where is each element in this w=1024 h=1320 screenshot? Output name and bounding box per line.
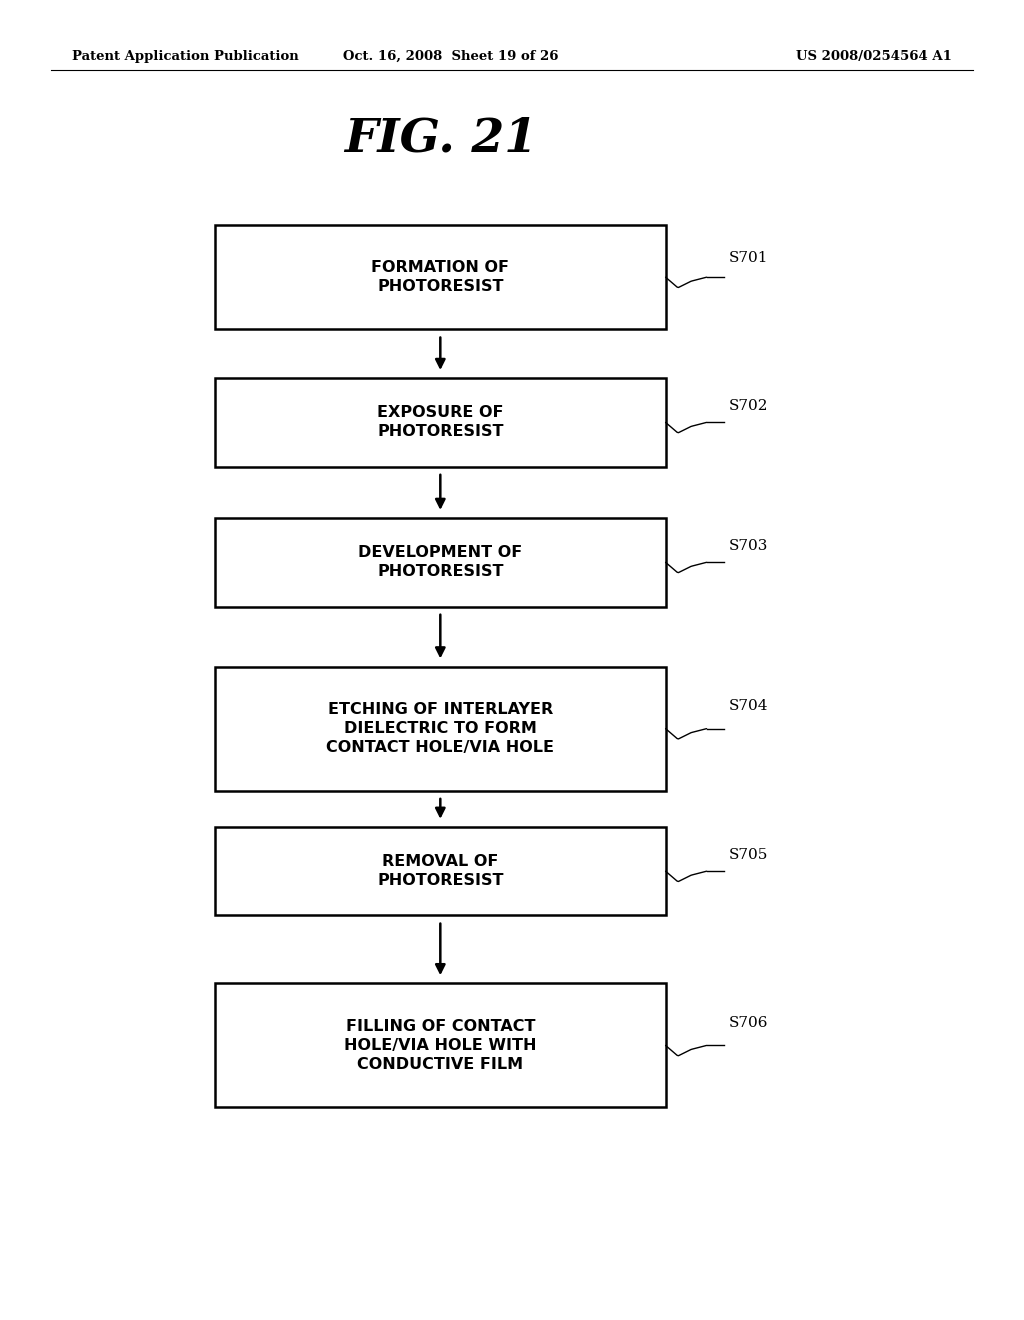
Text: S704: S704 (729, 700, 769, 713)
Text: S705: S705 (729, 849, 768, 862)
Bar (215, 667, 666, 791)
Text: FIG. 21: FIG. 21 (344, 116, 537, 161)
Text: S701: S701 (729, 251, 769, 265)
Text: ETCHING OF INTERLAYER
DIELECTRIC TO FORM
CONTACT HOLE/VIA HOLE: ETCHING OF INTERLAYER DIELECTRIC TO FORM… (327, 702, 554, 755)
Bar (215, 826, 666, 916)
Text: EXPOSURE OF
PHOTORESIST: EXPOSURE OF PHOTORESIST (377, 405, 504, 440)
Text: FORMATION OF
PHOTORESIST: FORMATION OF PHOTORESIST (372, 260, 509, 294)
Text: Oct. 16, 2008  Sheet 19 of 26: Oct. 16, 2008 Sheet 19 of 26 (343, 50, 558, 63)
Text: US 2008/0254564 A1: US 2008/0254564 A1 (797, 50, 952, 63)
Text: S703: S703 (729, 540, 768, 553)
Bar (215, 983, 666, 1107)
Bar (215, 224, 666, 329)
Text: DEVELOPMENT OF
PHOTORESIST: DEVELOPMENT OF PHOTORESIST (358, 545, 522, 579)
Bar (215, 519, 666, 607)
Text: REMOVAL OF
PHOTORESIST: REMOVAL OF PHOTORESIST (377, 854, 504, 888)
Text: Patent Application Publication: Patent Application Publication (72, 50, 298, 63)
Bar (215, 378, 666, 466)
Text: FILLING OF CONTACT
HOLE/VIA HOLE WITH
CONDUCTIVE FILM: FILLING OF CONTACT HOLE/VIA HOLE WITH CO… (344, 1019, 537, 1072)
Text: S702: S702 (729, 400, 769, 413)
Text: S706: S706 (729, 1016, 769, 1030)
